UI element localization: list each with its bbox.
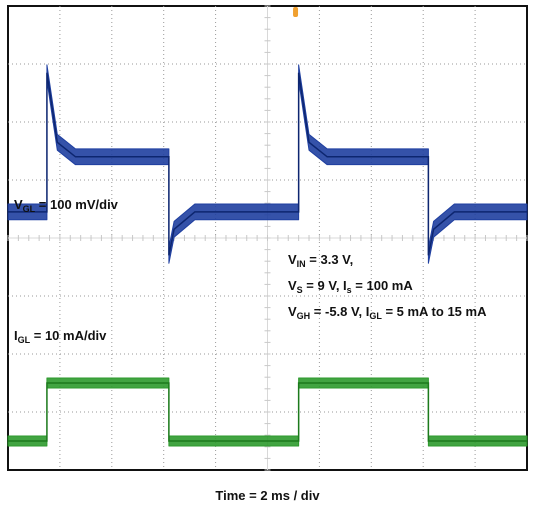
condition-line: VS = 9 V, Is = 100 mA	[288, 278, 413, 295]
igl-scale-label: IGL = 10 mA/div	[14, 328, 107, 345]
x-axis-label: Time = 2 ms / div	[215, 488, 320, 503]
vgl-scale-label: VGL = 100 mV/div	[14, 197, 118, 214]
trace-line-igl	[8, 382, 527, 442]
trace-line-vgl	[8, 72, 527, 256]
condition-line: VGH = -5.8 V, IGL = 5 mA to 15 mA	[288, 304, 487, 321]
condition-line: VIN = 3.3 V,	[288, 252, 354, 269]
trigger-marker-icon	[293, 7, 299, 17]
